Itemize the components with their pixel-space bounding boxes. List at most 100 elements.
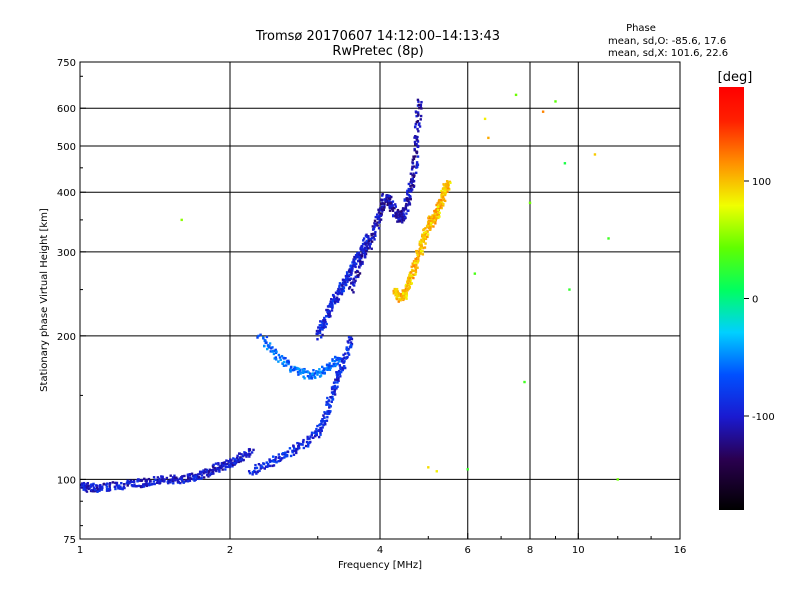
data-point — [325, 314, 328, 318]
data-point — [85, 490, 89, 493]
data-point — [259, 464, 262, 467]
data-point — [446, 181, 450, 185]
data-point — [437, 201, 441, 204]
data-point — [417, 254, 421, 257]
data-point — [323, 421, 327, 424]
data-point — [442, 204, 445, 207]
data-point — [424, 227, 427, 230]
data-point — [332, 385, 335, 389]
data-point — [307, 442, 310, 446]
data-point — [327, 366, 331, 369]
data-point — [414, 257, 417, 261]
data-point — [318, 331, 322, 335]
data-point — [424, 231, 427, 234]
data-point — [438, 198, 441, 202]
data-point — [147, 477, 151, 481]
data-point — [173, 474, 176, 477]
data-point — [249, 453, 252, 456]
data-point — [408, 201, 411, 205]
data-point — [329, 366, 332, 370]
data-point — [298, 367, 301, 371]
data-point — [105, 485, 109, 488]
data-point — [418, 106, 421, 110]
data-point — [379, 218, 383, 221]
data-point — [436, 208, 440, 212]
data-point — [148, 480, 152, 483]
data-point — [413, 136, 416, 139]
data-point — [314, 434, 317, 438]
data-point — [339, 366, 342, 370]
data-point — [413, 165, 416, 168]
data-point — [402, 212, 405, 215]
data-point — [407, 197, 410, 200]
data-point — [379, 214, 382, 217]
data-point — [231, 465, 234, 468]
data-point — [413, 149, 416, 152]
data-point — [334, 378, 337, 381]
data-point — [89, 485, 93, 488]
data-point — [352, 291, 355, 294]
data-point — [330, 364, 333, 368]
data-point — [352, 258, 355, 261]
data-point — [235, 456, 239, 460]
data-point — [84, 486, 87, 489]
data-point — [146, 483, 149, 486]
data-point — [414, 110, 418, 113]
data-point — [193, 476, 196, 479]
data-point — [198, 477, 202, 480]
data-point — [429, 227, 432, 230]
data-point — [409, 198, 412, 201]
data-point — [330, 391, 334, 394]
data-point — [309, 435, 312, 438]
data-point — [244, 451, 247, 455]
data-point — [473, 272, 477, 275]
data-point — [105, 489, 109, 492]
data-point — [293, 367, 297, 370]
data-point — [96, 490, 99, 493]
data-point — [323, 419, 327, 423]
data-point — [321, 426, 324, 429]
data-point — [236, 454, 239, 458]
data-point — [238, 452, 242, 455]
data-point — [377, 217, 380, 221]
data-point — [371, 225, 375, 228]
data-point — [320, 429, 323, 432]
data-point — [185, 479, 188, 483]
data-point — [291, 449, 294, 453]
data-point — [421, 253, 425, 256]
stats-x-line: mean, sd,X: 101.6, 22.6 — [608, 48, 728, 59]
data-point — [362, 237, 366, 240]
colorbar — [719, 87, 744, 510]
data-point — [430, 215, 433, 219]
data-point — [142, 483, 145, 486]
data-point — [240, 453, 243, 456]
data-point — [346, 348, 349, 352]
data-point — [316, 329, 320, 333]
data-point — [395, 215, 398, 219]
data-point — [172, 482, 175, 485]
data-point — [82, 481, 86, 485]
data-point — [429, 218, 433, 221]
data-point — [426, 230, 429, 233]
data-point — [392, 214, 395, 217]
data-point — [348, 338, 351, 342]
data-point — [444, 191, 448, 195]
data-point — [231, 463, 235, 466]
data-point — [408, 285, 411, 289]
data-point — [277, 453, 281, 456]
data-point — [422, 231, 426, 235]
data-point — [402, 293, 405, 297]
data-point — [347, 287, 351, 290]
data-point — [350, 282, 353, 285]
data-point — [415, 260, 418, 263]
data-point — [299, 372, 302, 375]
data-point — [307, 371, 310, 374]
data-point — [231, 461, 234, 465]
data-point — [446, 190, 449, 193]
data-point — [92, 486, 96, 489]
data-point — [372, 232, 375, 235]
data-point — [115, 483, 118, 487]
data-point — [327, 403, 330, 406]
data-point — [293, 447, 296, 450]
data-point — [414, 270, 418, 274]
